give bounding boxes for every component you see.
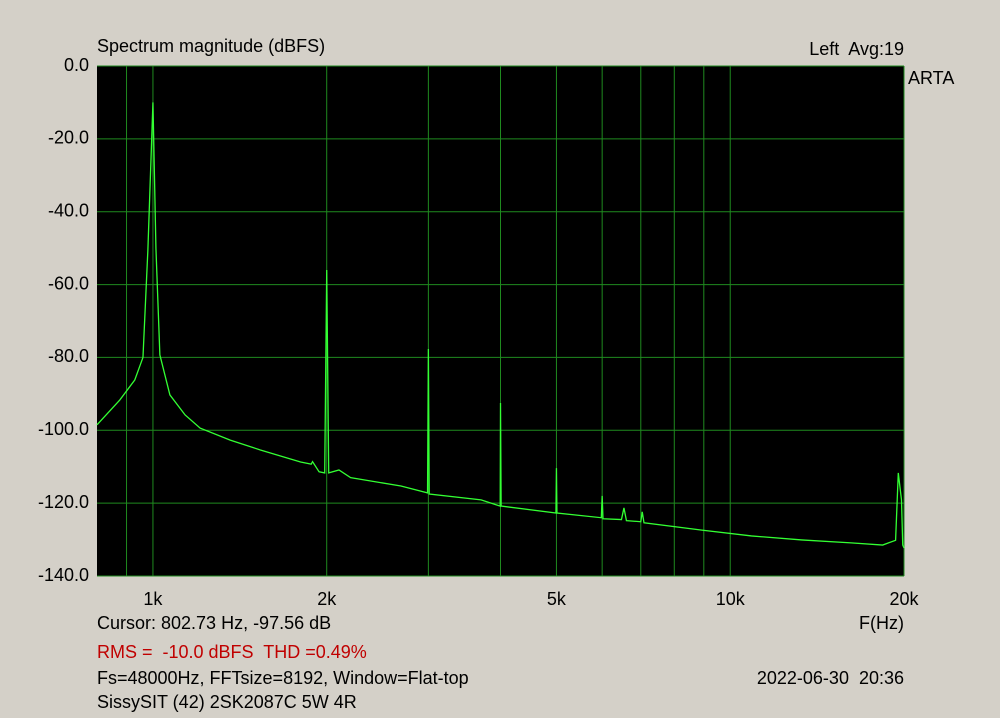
settings: Fs=48000Hz, FFTsize=8192, Window=Flat-to… bbox=[97, 668, 469, 688]
spectrum-line bbox=[96, 102, 905, 549]
channel-info: Left Avg:19 bbox=[809, 39, 904, 59]
y-tick-label: -120.0 bbox=[38, 492, 89, 512]
timestamp: 2022-06-30 20:36 bbox=[757, 668, 904, 688]
x-tick-label: 1k bbox=[143, 589, 163, 609]
y-tick-label: -80.0 bbox=[48, 346, 89, 366]
x-axis-label: F(Hz) bbox=[859, 613, 904, 633]
x-tick-label: 5k bbox=[547, 589, 567, 609]
x-tick-label: 10k bbox=[716, 589, 746, 609]
y-tick-label: 0.0 bbox=[64, 55, 89, 75]
x-tick-label: 20k bbox=[889, 589, 919, 609]
y-tick-label: -20.0 bbox=[48, 128, 89, 148]
y-tick-label: -100.0 bbox=[38, 419, 89, 439]
chart-title: Spectrum magnitude (dBFS) bbox=[97, 36, 325, 56]
x-tick-label: 2k bbox=[317, 589, 337, 609]
description: SissySIT (42) 2SK2087C 5W 4R bbox=[97, 692, 357, 712]
y-tick-label: -60.0 bbox=[48, 273, 89, 293]
y-tick-label: -40.0 bbox=[48, 200, 89, 220]
brand: ARTA bbox=[908, 68, 955, 88]
cursor-readout: Cursor: 802.73 Hz, -97.56 dB bbox=[97, 613, 331, 633]
measurement: RMS = -10.0 dBFS THD =0.49% bbox=[97, 642, 367, 662]
y-tick-label: -140.0 bbox=[38, 565, 89, 585]
